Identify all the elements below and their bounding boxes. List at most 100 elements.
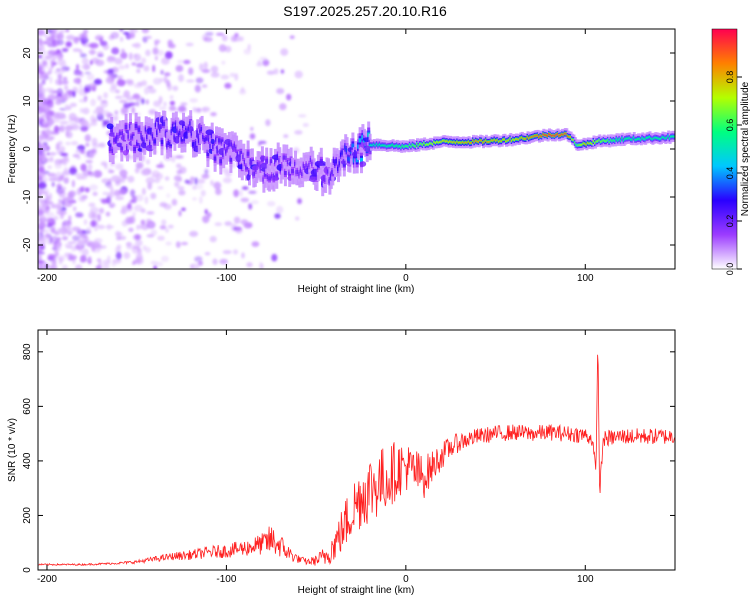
noise-blob <box>176 169 182 175</box>
ridge-cell <box>124 124 128 129</box>
ridge-cell <box>133 146 137 152</box>
noise-blob <box>89 184 98 191</box>
noise-blob <box>118 188 127 196</box>
noise-blob <box>41 214 46 220</box>
noise-blob <box>123 252 131 259</box>
colorbar-tick-label: 0.2 <box>725 215 735 228</box>
x-tick-label: 100 <box>577 574 594 585</box>
noise-blob <box>233 189 240 198</box>
noise-blob <box>180 102 188 106</box>
noise-blob <box>38 203 41 209</box>
noise-blob <box>47 172 56 177</box>
noise-blob <box>62 93 69 101</box>
noise-blob <box>87 170 93 175</box>
noise-blob <box>59 212 64 220</box>
noise-blob <box>219 258 229 265</box>
noise-blob <box>54 231 60 236</box>
noise-blob <box>54 96 63 101</box>
noise-blob <box>173 175 182 182</box>
noise-blob <box>79 259 86 263</box>
x-tick-label: -100 <box>216 574 236 585</box>
noise-blob <box>181 207 186 212</box>
noise-blob <box>80 150 85 154</box>
colorbar: 0.0 0.2 0.4 0.6 0.8 Normalized spectral ampl… <box>711 28 750 275</box>
noise-blob <box>63 167 69 172</box>
noise-blob <box>57 140 63 146</box>
noise-blob <box>240 197 250 203</box>
ridge-cell <box>219 159 223 164</box>
noise-blob <box>50 203 57 209</box>
noise-blob <box>280 48 289 56</box>
noise-blob <box>221 60 226 65</box>
noise-blob <box>175 155 184 159</box>
x-tick-label: 100 <box>577 273 594 284</box>
ridge-cell <box>120 146 124 151</box>
noise-blob <box>132 94 141 101</box>
y-tick-label: -10 <box>22 189 33 204</box>
noise-blob <box>153 265 158 269</box>
noise-blob <box>76 176 85 180</box>
noise-blob <box>239 189 243 197</box>
noise-blob <box>44 217 52 222</box>
ridge-cell <box>205 137 208 142</box>
ridge-cell <box>229 157 233 162</box>
colorbar-tick-label: 0.4 <box>725 167 735 180</box>
y-tick-label: 400 <box>22 452 33 469</box>
ridge-blob <box>364 145 371 153</box>
noise-blob <box>192 197 197 201</box>
noise-blob <box>102 191 109 196</box>
noise-blob <box>66 227 73 234</box>
noise-blob <box>222 250 232 255</box>
noise-blob <box>89 42 99 49</box>
noise-blob <box>54 125 59 133</box>
noise-blob <box>38 158 42 167</box>
noise-blob <box>59 29 66 33</box>
noise-blob <box>115 95 122 99</box>
noise-blob <box>279 103 287 111</box>
noise-blob <box>56 210 61 215</box>
noise-blob <box>86 73 95 81</box>
noise-blob <box>164 51 173 59</box>
noise-blob <box>59 120 69 125</box>
noise-blob <box>221 167 229 174</box>
noise-blob <box>110 187 114 194</box>
noise-blob <box>265 119 271 127</box>
noise-blob <box>51 117 61 123</box>
noise-blob <box>258 140 267 144</box>
noise-blob <box>195 77 204 84</box>
noise-blob <box>40 199 45 205</box>
noise-blob <box>202 215 210 224</box>
noise-blob <box>248 190 257 194</box>
noise-blob <box>83 29 89 34</box>
noise-blob <box>133 83 143 89</box>
noise-blob <box>114 110 119 115</box>
noise-blob <box>235 226 243 234</box>
noise-blob <box>136 194 144 202</box>
snr-frame <box>37 329 676 571</box>
noise-blob <box>262 59 270 67</box>
noise-blob <box>89 49 96 56</box>
noise-blob <box>80 64 87 69</box>
x-tick-label: -200 <box>37 273 57 284</box>
noise-blob <box>68 232 72 236</box>
ridge-cell <box>263 172 267 177</box>
noise-blob <box>132 261 136 265</box>
noise-blob <box>201 106 210 113</box>
noise-blob <box>156 261 164 267</box>
noise-blob <box>127 202 132 210</box>
noise-blob <box>194 84 201 93</box>
noise-blob <box>241 252 245 259</box>
noise-blob <box>42 140 46 148</box>
noise-blob <box>145 247 151 253</box>
noise-blob <box>90 115 96 123</box>
noise-blob <box>141 187 146 195</box>
noise-blob <box>145 177 155 184</box>
noise-blob <box>45 233 50 239</box>
noise-blob <box>80 125 89 132</box>
noise-blob <box>247 222 253 228</box>
noise-blob <box>42 159 49 164</box>
x-tick-label: -100 <box>216 273 236 284</box>
noise-blob <box>39 239 44 243</box>
noise-blob <box>47 165 52 170</box>
noise-blob <box>53 215 59 221</box>
